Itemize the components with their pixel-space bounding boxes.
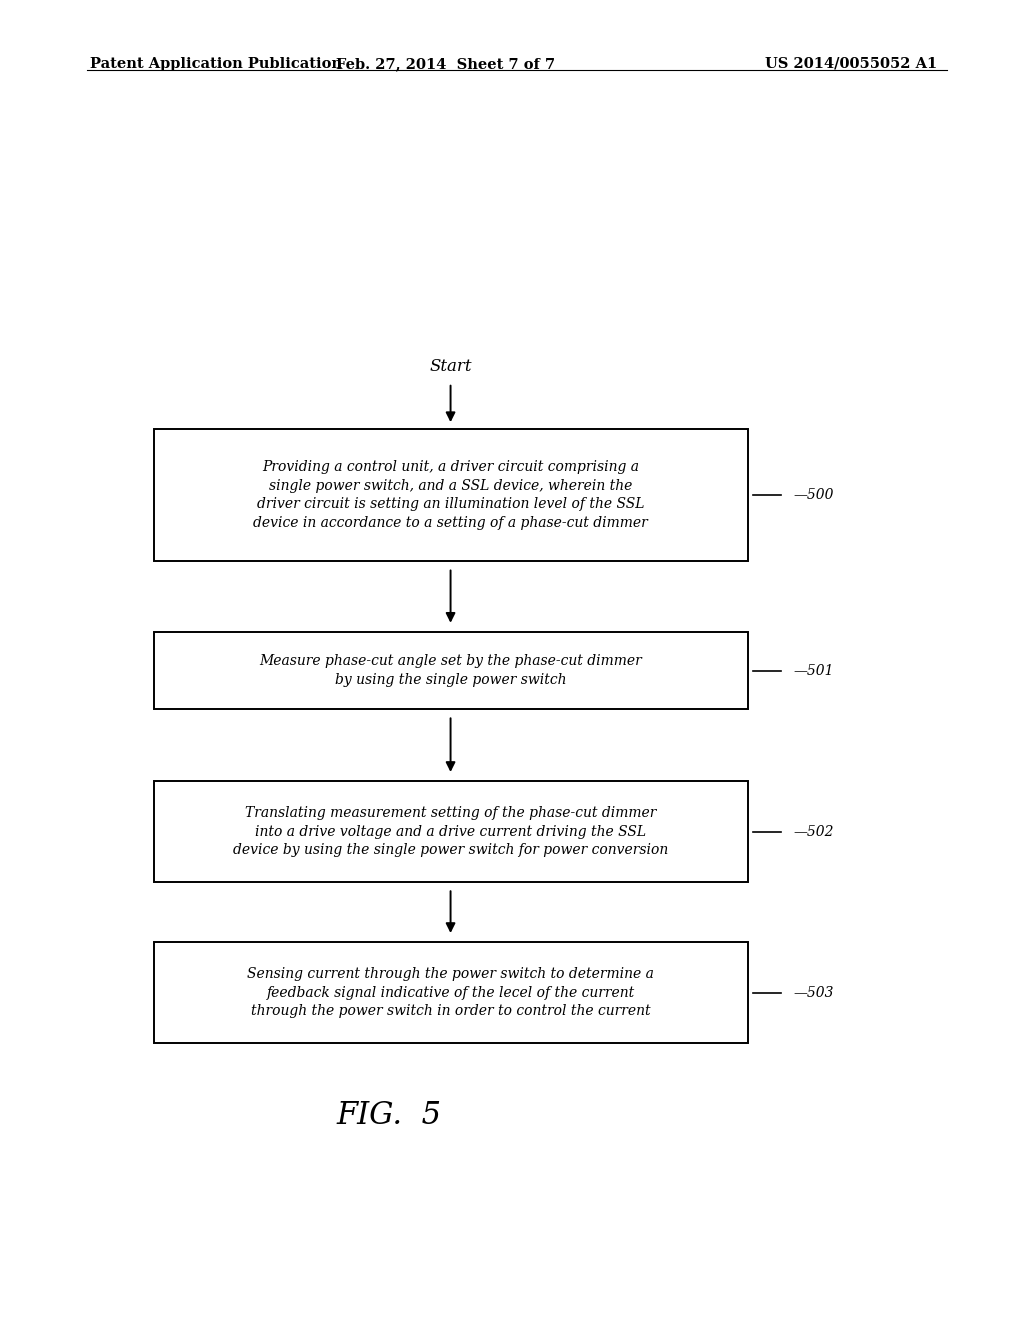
Text: Feb. 27, 2014  Sheet 7 of 7: Feb. 27, 2014 Sheet 7 of 7 <box>336 57 555 71</box>
Text: Patent Application Publication: Patent Application Publication <box>90 57 342 71</box>
Text: —501: —501 <box>794 664 835 677</box>
Bar <box>154 781 748 882</box>
Text: —503: —503 <box>794 986 835 999</box>
Text: —502: —502 <box>794 825 835 838</box>
Text: US 2014/0055052 A1: US 2014/0055052 A1 <box>765 57 937 71</box>
Text: FIG.  5: FIG. 5 <box>337 1100 441 1131</box>
Bar <box>154 632 748 709</box>
Text: Measure phase-cut angle set by the phase-cut dimmer
by using the single power sw: Measure phase-cut angle set by the phase… <box>259 655 642 686</box>
Text: Translating measurement setting of the phase-cut dimmer
into a drive voltage and: Translating measurement setting of the p… <box>232 807 669 857</box>
Text: Start: Start <box>429 359 472 375</box>
Text: Sensing current through the power switch to determine a
feedback signal indicati: Sensing current through the power switch… <box>247 968 654 1018</box>
Text: Providing a control unit, a driver circuit comprising a
single power switch, and: Providing a control unit, a driver circu… <box>253 461 648 529</box>
Text: —500: —500 <box>794 488 835 502</box>
Bar <box>154 429 748 561</box>
Bar <box>154 942 748 1043</box>
